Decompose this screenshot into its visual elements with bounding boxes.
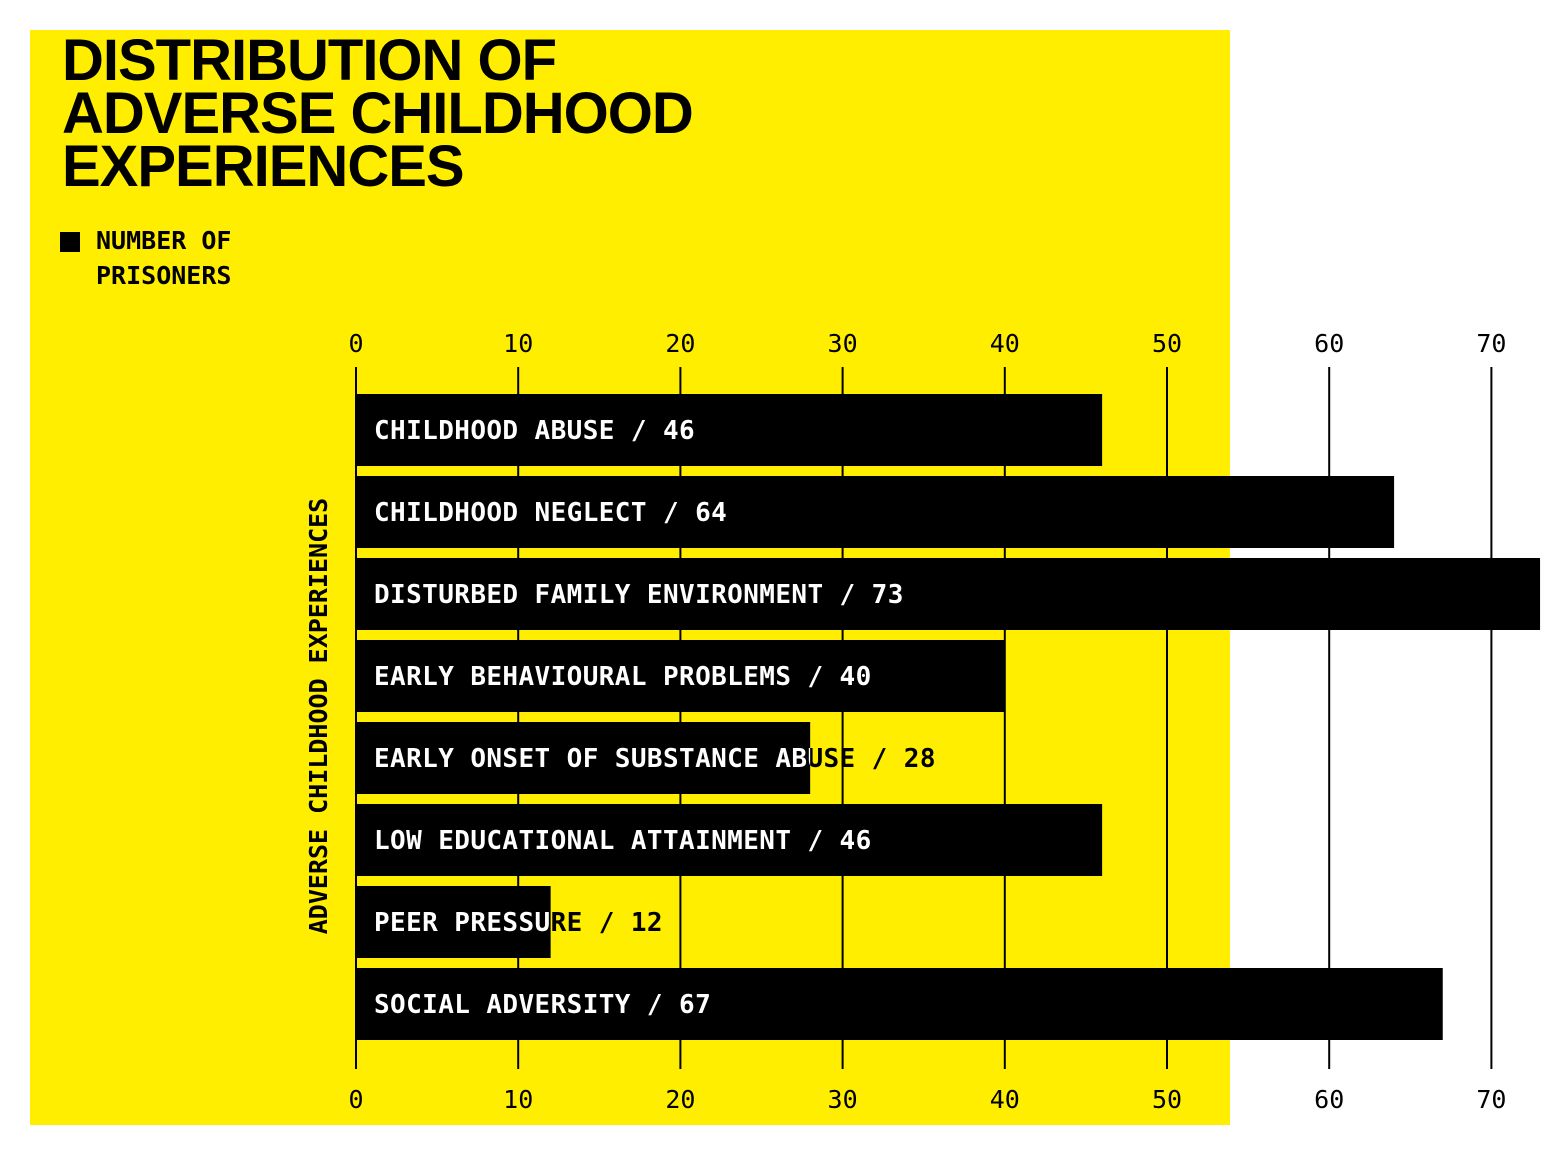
bar bbox=[356, 804, 1103, 876]
x-tick-label-bottom: 10 bbox=[503, 1085, 533, 1114]
x-tick-label-top: 0 bbox=[348, 329, 363, 358]
legend-label: NUMBER OF PRISONERS bbox=[96, 226, 232, 290]
chart-title-line: DISTRIBUTION OF bbox=[62, 28, 557, 93]
bar-label: SOCIAL ADVERSITY / 67 bbox=[374, 990, 711, 1020]
bar-label-inside: LOW EDUCATIONAL ATTAINMENT / 46 bbox=[374, 826, 872, 856]
bar-label-inside: CHILDHOOD ABUSE / 46 bbox=[374, 416, 695, 446]
bar bbox=[356, 558, 1541, 630]
bar-label: CHILDHOOD NEGLECT / 64 bbox=[374, 498, 727, 528]
x-tick-label-bottom: 20 bbox=[665, 1085, 695, 1114]
bar-label-inside: CHILDHOOD NEGLECT / 64 bbox=[374, 498, 727, 528]
x-tick-label-top: 30 bbox=[828, 329, 858, 358]
bar bbox=[356, 640, 1005, 712]
x-tick-label-top: 60 bbox=[1314, 329, 1344, 358]
bar bbox=[356, 886, 551, 958]
bar-label: LOW EDUCATIONAL ATTAINMENT / 46 bbox=[374, 826, 872, 856]
bar-label: PEER PRESSURE / 12 bbox=[374, 908, 663, 938]
x-tick-label-top: 70 bbox=[1476, 329, 1506, 358]
bar bbox=[356, 722, 811, 794]
x-tick-label-bottom: 60 bbox=[1314, 1085, 1344, 1114]
x-tick-label-bottom: 0 bbox=[348, 1085, 363, 1114]
x-tick-label-top: 40 bbox=[990, 329, 1020, 358]
bar-label-inside: SOCIAL ADVERSITY / 67 bbox=[374, 990, 711, 1020]
chart-title-line: ADVERSE CHILDHOOD bbox=[62, 81, 694, 146]
bar bbox=[356, 476, 1395, 548]
x-tick-label-bottom: 40 bbox=[990, 1085, 1020, 1114]
bar-label: DISTURBED FAMILY ENVIRONMENT / 73 bbox=[374, 580, 904, 610]
chart-title-line: EXPERIENCES bbox=[62, 134, 465, 199]
bar bbox=[356, 968, 1443, 1040]
bar-label-inside: EARLY BEHAVIOURAL PROBLEMS / 40 bbox=[374, 662, 872, 692]
x-tick-label-top: 20 bbox=[665, 329, 695, 358]
x-tick-label-bottom: 50 bbox=[1152, 1085, 1182, 1114]
x-tick-label-top: 10 bbox=[503, 329, 533, 358]
bar bbox=[356, 394, 1103, 466]
bar-label-inside: EARLY ONSET OF SUBSTANCE ABUSE / 28 bbox=[374, 744, 936, 774]
x-tick-label-bottom: 30 bbox=[828, 1085, 858, 1114]
x-tick-label-bottom: 70 bbox=[1476, 1085, 1506, 1114]
bar-label: EARLY ONSET OF SUBSTANCE ABUSE / 28 bbox=[374, 744, 936, 774]
bar-label: EARLY BEHAVIOURAL PROBLEMS / 40 bbox=[374, 662, 872, 692]
bar-label-inside: DISTURBED FAMILY ENVIRONMENT / 73 bbox=[374, 580, 904, 610]
x-tick-label-top: 50 bbox=[1152, 329, 1182, 358]
bar-label-inside: PEER PRESSURE / 12 bbox=[374, 908, 663, 938]
bar-label: CHILDHOOD ABUSE / 46 bbox=[374, 416, 695, 446]
y-axis-title: ADVERSE CHILDHOOD EXPERIENCES bbox=[304, 498, 333, 935]
chart-title: DISTRIBUTION OF ADVERSE CHILDHOOD EXPERI… bbox=[62, 28, 694, 199]
legend-swatch bbox=[60, 232, 80, 252]
